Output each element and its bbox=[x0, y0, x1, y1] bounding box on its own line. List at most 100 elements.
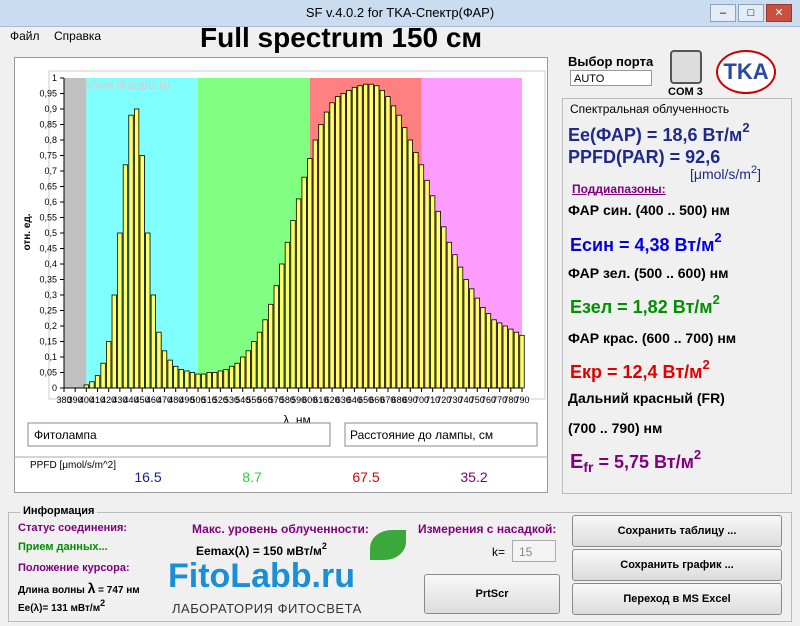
e-blue-text: Есин = 4,38 Вт/м bbox=[570, 235, 715, 255]
e-fr-rest: = 5,75 Вт/м bbox=[593, 452, 694, 472]
ppfd-par: PPFD(PAR) = 92,6 bbox=[568, 147, 721, 167]
max-label: Макс. уровень облученности: bbox=[192, 522, 369, 536]
menu-item[interactable]: Файл bbox=[10, 29, 40, 43]
y-tick-label: 0,6 bbox=[44, 197, 57, 207]
y-tick-label: 0,8 bbox=[44, 135, 57, 145]
lamp-box[interactable] bbox=[27, 422, 331, 447]
y-tick-label: 0,55 bbox=[39, 213, 57, 223]
spectrum-bar bbox=[346, 90, 352, 389]
x-tick-label: 420 bbox=[101, 395, 116, 405]
x-tick-label: 440 bbox=[124, 395, 139, 405]
spectrum-bar bbox=[279, 263, 285, 389]
spectrum-bar bbox=[491, 319, 497, 389]
x-tick-label: 690 bbox=[403, 395, 418, 405]
ee-max-text: Eemax(λ) = 150 мВт/м bbox=[196, 544, 322, 558]
distance-label: Расстояние до лампы, см bbox=[350, 428, 493, 442]
spectrum-bar bbox=[150, 294, 157, 389]
x-tick-label: 710 bbox=[425, 395, 440, 405]
save-chart-button[interactable]: Сохранить график ... bbox=[572, 549, 782, 581]
y-tick-label: 0,75 bbox=[39, 151, 57, 161]
wavelength-value: = 747 нм bbox=[95, 585, 140, 596]
menu-item[interactable]: Справка bbox=[54, 29, 102, 43]
e-fr-sub: fr bbox=[583, 459, 594, 475]
x-tick-label: 750 bbox=[470, 395, 485, 405]
spectrum-bar bbox=[234, 362, 240, 389]
spectrum-bar bbox=[256, 331, 263, 389]
x-tick-label: 390 bbox=[68, 395, 83, 405]
maximize-button[interactable]: □ bbox=[738, 4, 764, 22]
spectrum-bar bbox=[128, 114, 134, 389]
spectrum-bar bbox=[295, 198, 302, 389]
spectrum-bar bbox=[379, 90, 386, 389]
ee-par: Ee(ФАР) = 18,6 Вт/м2 bbox=[568, 120, 750, 146]
wavelength-label: Длина волны bbox=[18, 585, 85, 596]
save-table-button[interactable]: Сохранить таблицу ... bbox=[572, 515, 782, 547]
distance-box[interactable] bbox=[344, 422, 538, 447]
sup: 2 bbox=[750, 164, 758, 176]
sup: 2 bbox=[714, 230, 722, 245]
ppfd-blue: 16.5 bbox=[134, 469, 161, 485]
spectrum-bar bbox=[111, 294, 117, 389]
x-tick-label: 640 bbox=[347, 395, 362, 405]
e-red-text: Екр = 12,4 Вт/м bbox=[570, 362, 703, 382]
sup: 2 bbox=[100, 598, 106, 608]
y-tick-label: 0,15 bbox=[39, 337, 57, 347]
k-input[interactable]: 15 bbox=[512, 540, 556, 562]
y-tick-label: 0,3 bbox=[44, 290, 57, 300]
spectrum-bar bbox=[329, 102, 335, 389]
fr-range: Дальний красный (FR) bbox=[568, 390, 725, 406]
sup: 2 bbox=[712, 292, 720, 307]
spectrum-bar bbox=[89, 381, 95, 389]
sup: 2 bbox=[321, 541, 327, 551]
ppfd-unit: [μmol/s/m2] bbox=[690, 164, 761, 182]
window-title: SF v.4.0.2 for TKA-Спектр(ФАР) bbox=[305, 5, 495, 20]
spectrum-bar bbox=[446, 241, 453, 389]
x-tick-label: 550 bbox=[246, 395, 261, 405]
spectrum-bar bbox=[262, 319, 268, 389]
spectrum-bar bbox=[290, 220, 296, 389]
k-label: k= bbox=[492, 545, 506, 559]
x-tick-label: 740 bbox=[459, 395, 474, 405]
title-bar bbox=[0, 0, 800, 27]
irradiance-title: Спектральная облученность bbox=[570, 102, 730, 116]
minimize-button[interactable]: – bbox=[710, 4, 736, 22]
spectrum-bar bbox=[173, 365, 179, 389]
ppfd-unit-end: ] bbox=[757, 166, 761, 182]
spectrum-bar bbox=[435, 210, 441, 389]
y-tick-label: 0,9 bbox=[44, 104, 57, 114]
prtscr-button[interactable]: PrtScr bbox=[424, 574, 560, 614]
spectrum-bar bbox=[178, 368, 184, 389]
x-tick-label: 760 bbox=[481, 395, 496, 405]
cursor-label: Положение курсора: bbox=[18, 562, 130, 574]
x-tick-label: 730 bbox=[447, 395, 462, 405]
x-tick-label: 520 bbox=[213, 395, 228, 405]
x-tick-label: 590 bbox=[291, 395, 306, 405]
port-select[interactable]: AUTO bbox=[570, 70, 652, 86]
close-button[interactable]: ✕ bbox=[766, 4, 792, 22]
ppfd-red: 67.5 bbox=[352, 469, 379, 485]
spectrum-bar bbox=[212, 372, 218, 389]
spectrum-bar bbox=[407, 139, 413, 389]
spectrum-bar bbox=[307, 158, 313, 389]
spectrum-bar bbox=[268, 303, 274, 389]
spectrum-bar bbox=[167, 359, 173, 389]
com-icon bbox=[670, 50, 702, 84]
x-tick-label: 490 bbox=[179, 395, 194, 405]
x-tick-label: 770 bbox=[492, 395, 507, 405]
spectrum-bar bbox=[251, 341, 257, 389]
x-tick-label: 500 bbox=[191, 395, 206, 405]
status-label: Статус соединения: bbox=[18, 522, 128, 534]
spectrum-bar bbox=[139, 155, 145, 389]
x-tick-label: 560 bbox=[258, 395, 273, 405]
spectrum-bar bbox=[161, 350, 168, 389]
ee-par-text: Ee(ФАР) = 18,6 Вт/м bbox=[568, 125, 743, 145]
spectrum-bar bbox=[106, 341, 112, 389]
sup: 2 bbox=[693, 447, 702, 462]
excel-button[interactable]: Переход в MS Excel bbox=[572, 583, 782, 615]
y-tick-label: 0,2 bbox=[44, 321, 57, 331]
spectrum-bar bbox=[452, 254, 458, 389]
x-tick-label: 670 bbox=[380, 395, 395, 405]
lamp-label: Фитолампа bbox=[34, 428, 97, 442]
watermark: www.tkaspb.ru bbox=[85, 77, 171, 92]
y-tick-label: 0 bbox=[52, 383, 57, 393]
